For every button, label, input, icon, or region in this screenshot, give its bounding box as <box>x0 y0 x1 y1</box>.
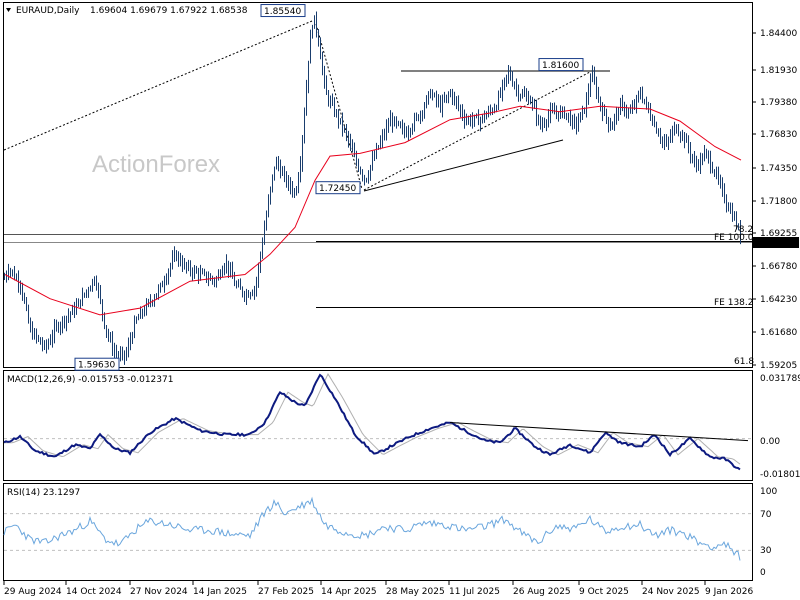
price-y-label: 1.81930 <box>760 66 797 76</box>
rsi-y-label: 100 <box>760 487 777 497</box>
collapse-triangle-icon[interactable] <box>6 8 11 12</box>
chart-symbol: EURAUD,Daily <box>16 6 80 16</box>
price-y-label: 1.84400 <box>760 29 797 39</box>
fib-level-label: 78.2 <box>733 225 753 235</box>
chart-ohlc: 1.69604 1.69679 1.67922 1.68538 <box>90 6 248 16</box>
fib-level-label: 61.8 <box>734 357 754 367</box>
x-axis-label: 27 Feb 2025 <box>258 587 314 597</box>
macd-title: MACD(12,26,9) -0.015753 -0.012371 <box>7 375 173 385</box>
watermark: ActionForex <box>92 151 220 178</box>
macd-trendline <box>449 421 749 442</box>
x-axis-label: 14 Jan 2025 <box>193 587 247 597</box>
price-y-label: 1.71800 <box>760 197 797 207</box>
macd-y-label: 0.031789 <box>760 374 800 384</box>
x-axis-label: 11 Jul 2025 <box>449 587 500 597</box>
rsi-y-label: 30 <box>760 546 772 556</box>
x-axis-label: 24 Nov 2025 <box>642 587 700 597</box>
price-annotation-label: 1.81600 <box>542 61 579 71</box>
price-y-label: 1.59205 <box>760 361 797 371</box>
price-y-label: 1.79380 <box>760 98 797 108</box>
x-axis-label: 29 Aug 2024 <box>4 587 62 597</box>
price-annotation-label: 1.59630 <box>78 361 115 371</box>
rsi-panel <box>3 483 753 581</box>
x-axis-label: 14 Apr 2025 <box>321 587 377 597</box>
macd-y-label: 0.00 <box>760 437 780 447</box>
fib-level-label: FE 138.2 <box>714 298 754 308</box>
price-y-label: 1.61680 <box>760 328 797 338</box>
channel-support-line <box>363 139 564 192</box>
fib-level-label: FE 100.0 <box>714 233 754 243</box>
macd-y-label: -0.018017 <box>760 470 800 480</box>
rsi-y-label: 70 <box>760 510 772 520</box>
macd-line <box>3 373 741 471</box>
macd-signal-line <box>4 372 741 465</box>
price-y-label: 1.66780 <box>760 262 797 272</box>
x-axis-label: 14 Oct 2024 <box>66 587 122 597</box>
x-axis-label: 28 May 2025 <box>386 587 445 597</box>
price-annotation-box <box>538 58 584 72</box>
rsi-y-label: 0 <box>760 568 766 578</box>
x-axis-label: 27 Nov 2024 <box>130 587 188 597</box>
last-price-tag <box>753 237 799 248</box>
price-annotation-box <box>74 357 120 371</box>
dotted-trendline <box>315 23 363 190</box>
dotted-trendline <box>363 71 591 191</box>
price-annotation-box <box>315 181 361 195</box>
last-price-label: 1.68538 <box>756 239 793 249</box>
price-annotation-box <box>260 4 306 18</box>
price-y-label: 1.69255 <box>760 229 797 239</box>
price-panel <box>3 2 753 368</box>
x-axis-label: 9 Jan 2026 <box>705 587 753 597</box>
macd-panel <box>3 370 753 481</box>
price-y-label: 1.64230 <box>760 295 797 305</box>
rsi-title: RSI(14) 23.1297 <box>7 488 80 498</box>
moving-average-line <box>4 105 742 316</box>
price-y-label: 1.76830 <box>760 130 797 140</box>
x-axis-label: 9 Oct 2025 <box>579 587 629 597</box>
price-annotation-label: 1.85540 <box>264 7 301 17</box>
rsi-line <box>3 496 741 561</box>
price-annotation-label: 1.72450 <box>319 184 356 194</box>
x-axis-label: 26 Aug 2025 <box>513 587 571 597</box>
price-y-label: 1.74350 <box>760 164 797 174</box>
